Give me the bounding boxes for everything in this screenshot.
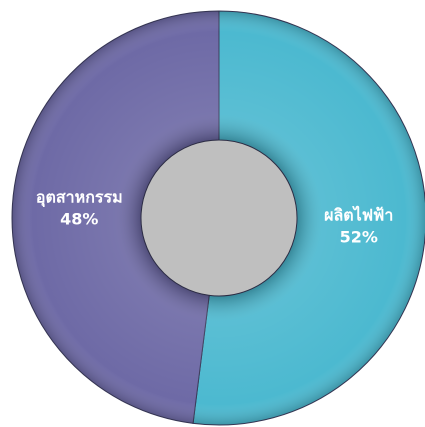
value-label: 48% [60,210,98,229]
slice [11,10,220,424]
slice-label: ผลิตไฟฟ้า [324,205,393,224]
slice-label: อุตสาหกรรม [36,188,123,208]
value-label: 52% [340,227,378,246]
labels: ผลิตไฟฟ้า 52% อุตสาหกรรม 48% [36,188,393,247]
